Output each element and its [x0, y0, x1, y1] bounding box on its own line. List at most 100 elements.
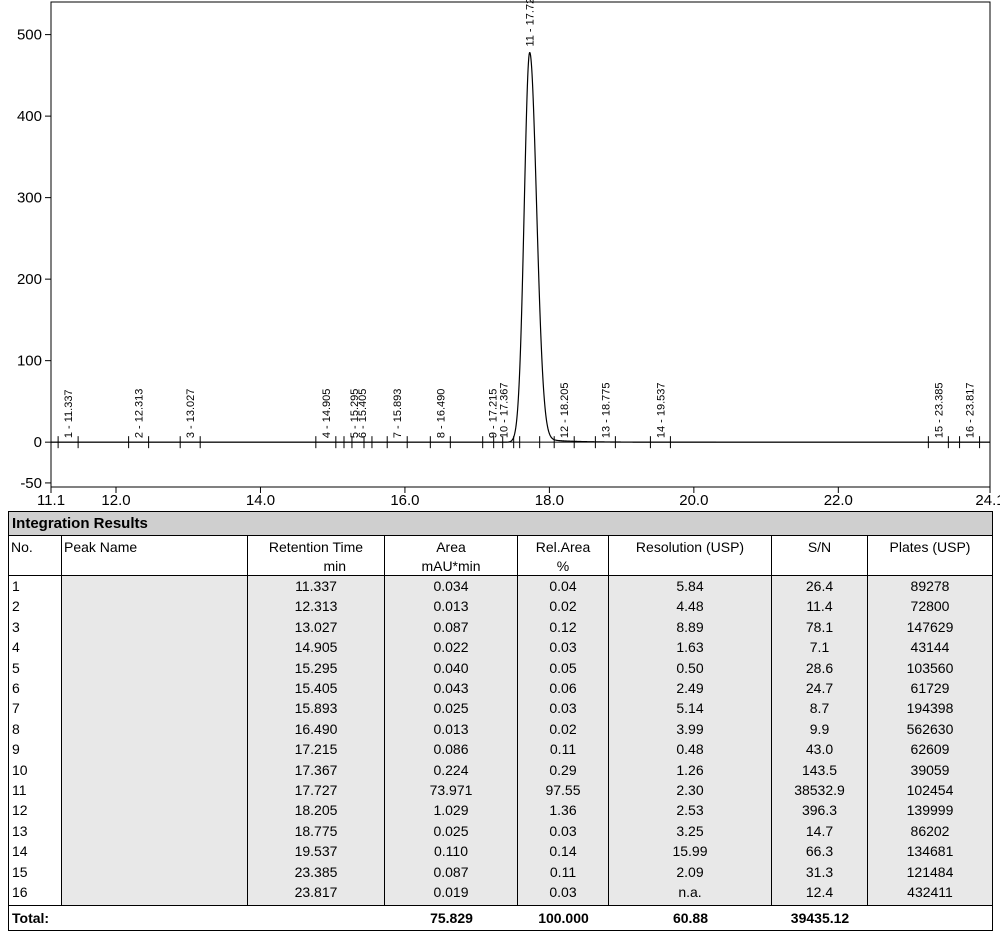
- cell-rt: 12.313: [294, 598, 338, 615]
- cell-area: 1.029: [433, 802, 469, 819]
- cell-rel: 0.11: [549, 863, 577, 880]
- cell-res: 2.53: [676, 802, 704, 819]
- cell-no: 2: [12, 598, 20, 615]
- header-rel-area-label: Rel.Area: [535, 539, 591, 555]
- cell-rel: 0.29: [549, 761, 577, 778]
- cell-rel: 0.12: [549, 618, 577, 635]
- x-tick-label: 14.0: [246, 492, 275, 508]
- cell-rt: 13.027: [294, 618, 338, 635]
- peak-label: 15 - 23.385: [933, 383, 945, 439]
- cell-no: 12: [12, 802, 28, 819]
- cell-area: 0.034: [433, 578, 469, 594]
- cell-rel: 97.55: [545, 782, 581, 798]
- results-title: Integration Results: [9, 512, 992, 536]
- header-retention-time: Retention Time min: [248, 536, 385, 576]
- cell-rt: 18.775: [294, 822, 338, 839]
- cell-rel: 0.03: [549, 884, 577, 900]
- cell-sn: 8.7: [809, 700, 830, 717]
- peak-label: 4 - 14.905: [321, 389, 333, 439]
- x-tick-label: 22.0: [824, 492, 853, 508]
- column-sn: 26.4 11.4 78.1 7.1 28.6 24.7 8.7 9.9 43.0 143.5 38…: [772, 576, 868, 907]
- header-no-label: No.: [11, 539, 33, 555]
- cell-sn: 9.9: [809, 720, 830, 737]
- cell-sn: 12.4: [805, 884, 834, 900]
- cell-plates: 134681: [906, 843, 954, 860]
- cell-rt: 23.385: [294, 863, 338, 880]
- header-area-unit: mAU*min: [421, 558, 481, 574]
- cell-res: 1.63: [676, 639, 704, 656]
- cell-area: 0.019: [433, 884, 469, 900]
- cell-rel: 0.02: [549, 720, 577, 737]
- y-tick-label: 100: [17, 353, 42, 370]
- cell-rt: 17.367: [294, 761, 338, 778]
- cell-rt: 15.295: [294, 659, 338, 676]
- peak-label: 12 - 18.205: [559, 383, 571, 439]
- cell-plates: 103560: [906, 659, 954, 676]
- peak-label: 8 - 16.490: [435, 389, 447, 439]
- header-plates-label: Plates (USP): [889, 539, 971, 555]
- y-tick-label: 400: [17, 108, 42, 125]
- y-tick-label: 300: [17, 190, 42, 207]
- peak-label: 2 - 12.313: [134, 389, 146, 439]
- y-tick-label: -50: [20, 475, 42, 492]
- cell-res: 2.30: [676, 782, 704, 798]
- peak-label: 9 - 17.215: [488, 389, 500, 439]
- cell-res: 0.48: [676, 741, 704, 758]
- cell-area: 0.025: [433, 700, 469, 717]
- cell-area: 0.043: [433, 680, 469, 696]
- cell-no: 14: [12, 843, 28, 860]
- total-label: Total:: [12, 910, 50, 926]
- cell-sn: 143.5: [801, 761, 838, 778]
- cell-area: 0.013: [433, 598, 469, 615]
- cell-rt: 19.537: [294, 843, 338, 860]
- cell-plates: 86202: [910, 822, 950, 839]
- cell-no: 8: [12, 720, 20, 737]
- column-retention-time: 11.337 12.313 13.027 14.905 15.295 15.405 15.8…: [248, 576, 385, 907]
- header-area-label: Area: [436, 539, 466, 555]
- cell-plates: 89278: [910, 578, 950, 594]
- cell-no: 9: [12, 741, 20, 758]
- header-resolution: Resolution (USP): [609, 536, 772, 576]
- cell-rt: 23.817: [294, 884, 338, 900]
- cell-rel: 0.14: [549, 843, 577, 860]
- column-plates: 89278 72800 147629 43144 103560 61729 194398 56…: [868, 576, 992, 907]
- cell-no: 11: [12, 782, 27, 798]
- plot-frame: [50, 1, 991, 488]
- cell-sn: 66.3: [805, 843, 834, 860]
- integration-results-table: Integration Results No. Peak Name Retent…: [8, 511, 993, 931]
- cell-sn: 28.6: [805, 659, 834, 676]
- total-row: Total: 75.829 100.000 60.88 39435.12: [9, 905, 992, 930]
- x-tick-label: 12.0: [101, 492, 130, 508]
- cell-sn: 38532.9: [794, 782, 845, 798]
- cell-rel: 0.04: [549, 578, 577, 594]
- peak-label: 11 - 17.727: [525, 0, 537, 47]
- column-resolution: 5.84 4.48 8.89 1.63 0.50 2.49 5.14 3.99 0.48 1.26…: [609, 576, 772, 907]
- cell-plates: 39059: [910, 761, 950, 778]
- cell-plates: 139999: [906, 802, 954, 819]
- x-tick-label: 18.0: [535, 492, 564, 508]
- cell-res: 2.09: [676, 863, 704, 880]
- peak-label: 16 - 23.817: [965, 383, 977, 439]
- cell-res: 15.99: [672, 843, 708, 860]
- cell-res: 3.25: [676, 822, 704, 839]
- cell-area: 73.971: [429, 782, 473, 798]
- x-tick-label: 24.1: [975, 492, 1000, 508]
- total-sn: 39435.12: [790, 910, 850, 926]
- header-rel-area-unit: %: [556, 558, 570, 574]
- peak-label: 14 - 19.537: [655, 383, 667, 439]
- cell-rt: 11.337: [295, 578, 337, 594]
- cell-res: 5.14: [676, 700, 704, 717]
- cell-sn: 78.1: [805, 618, 834, 635]
- cell-rt: 18.205: [294, 802, 338, 819]
- header-plates: Plates (USP): [868, 536, 992, 576]
- cell-sn: 11.4: [806, 598, 833, 615]
- cell-plates: 43144: [910, 639, 950, 656]
- cell-rt: 15.893: [294, 700, 338, 717]
- cell-area: 0.013: [433, 720, 469, 737]
- header-rt-label: Retention Time: [268, 539, 364, 555]
- header-sn: S/N: [772, 536, 868, 576]
- total-resolution: 60.88: [672, 910, 709, 926]
- cell-sn: 14.7: [805, 822, 834, 839]
- cell-plates: 121484: [906, 863, 954, 880]
- cell-plates: 147629: [906, 618, 954, 635]
